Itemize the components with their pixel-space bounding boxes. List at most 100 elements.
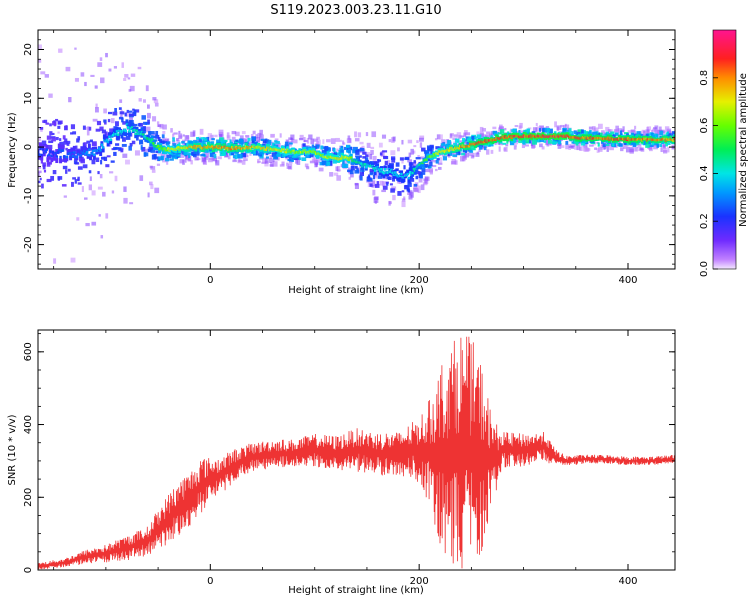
spectrogram-cell [59, 141, 64, 146]
spectrogram-ridge-cell [349, 153, 353, 159]
spectrogram-noise-cell [313, 138, 318, 142]
spectrogram-cell [374, 184, 380, 188]
spectrogram-cell [377, 175, 383, 179]
spectrogram-cell [419, 171, 423, 177]
spectrogram-noise-cell [79, 0, 84, 3]
spectrogram-noise-cell [243, 154, 249, 158]
spectrogram-ridge-core [123, 128, 126, 132]
spectrogram-cell [150, 148, 156, 153]
spectrogram-cell [355, 150, 360, 155]
spectrogram-noise-cell [456, 132, 462, 138]
spectrogram-cell [101, 129, 106, 134]
spectrogram-ridge-core [411, 171, 414, 175]
spectrogram-noise-cell [337, 166, 341, 172]
spectrogram-ridge-core [229, 147, 233, 151]
spectrogram-cell [372, 174, 376, 180]
spectrogram-cell [321, 150, 327, 154]
spectrogram-noise-cell [245, 152, 248, 155]
spectrogram-noise-cell [514, 125, 519, 128]
spectrogram-cell [612, 134, 616, 138]
spectrogram-cell [76, 138, 80, 143]
spectrogram-cell [575, 140, 579, 146]
spectrogram-noise-cell [153, 99, 159, 104]
spectrogram-noise-cell [84, 197, 88, 200]
spectrogram-ridge-core [148, 138, 151, 141]
spectrogram-noise-cell [108, 68, 112, 72]
spectrogram-cell [209, 152, 214, 158]
spectrogram-cell [171, 155, 176, 158]
spectrogram-noise-cell [214, 134, 218, 138]
spectrogram-noise-cell [431, 165, 437, 168]
spectrogram-cell [666, 131, 670, 136]
spectrogram-cell [565, 141, 569, 145]
spectrogram-cell [571, 131, 574, 135]
spectrogram-noise-cell [570, 144, 575, 147]
spectrogram-ridge-core [279, 149, 283, 153]
spectrogram-cell [541, 128, 545, 133]
spectrogram-ridge-cell [149, 141, 153, 147]
spectrogram-ridge-core [134, 132, 137, 136]
spectrogram-cell [636, 131, 641, 136]
spectrogram-noise-cell [162, 130, 166, 135]
spectrogram-cell [350, 162, 355, 165]
spectrogram-cell [462, 137, 465, 142]
spectrogram-noise-cell [235, 142, 241, 145]
spectrogram-xlabel: Height of straight line (km) [288, 285, 424, 296]
spectrogram-ridge-cell [67, 148, 71, 154]
spectrogram-cell [347, 169, 352, 172]
spectrogram-ridge-core [467, 144, 471, 148]
spectrogram-ridge-core [193, 144, 196, 148]
spectrogram-noise-cell [114, 175, 118, 182]
spectrogram-ridge-core [79, 154, 82, 157]
spectrogram-cell [232, 154, 236, 159]
spectrogram-noise-cell [59, 5, 63, 8]
spectrogram-cell [538, 128, 542, 132]
spectrogram-cell [91, 141, 97, 146]
snr-ylabel: SNR (10 * v/v) [7, 414, 18, 485]
spectrogram-cell [265, 152, 269, 156]
spectrogram-noise-cell [622, 126, 625, 132]
spectrogram-cell [42, 162, 46, 167]
spectrogram-noise-cell [357, 132, 362, 138]
spectrogram-noise-cell [105, 52, 108, 58]
spectrogram-noise-cell [123, 186, 127, 192]
spectrogram-noise-cell [310, 138, 315, 145]
spectrogram-cell [642, 140, 647, 146]
spectrogram-noise-cell [455, 143, 460, 146]
spectrogram-noise-cell [255, 137, 261, 143]
spectrogram-cell [262, 143, 266, 148]
spectrogram-cell [632, 144, 637, 147]
spectrogram-noise-cell [97, 62, 103, 67]
spectrogram-noise-cell [549, 142, 552, 146]
spectrogram-cell [324, 145, 329, 151]
spectrogram-cell [148, 146, 154, 150]
spectrogram-cell [99, 126, 104, 131]
spectrogram-noise-cell [460, 156, 465, 162]
spectrogram-cell [220, 140, 223, 145]
spectrogram-cell [340, 149, 345, 154]
spectrogram-cell [77, 176, 80, 181]
snr-line [38, 336, 675, 570]
spectrogram-noise-cell [234, 131, 240, 137]
spectrogram-cell [340, 145, 344, 150]
spectrogram-noise-cell [435, 168, 438, 172]
spectrogram-noise-cell [574, 144, 578, 150]
spectrogram-cell [390, 156, 396, 160]
spectrogram-ridge-core [346, 156, 349, 160]
spectrogram-noise-cell [129, 116, 133, 122]
spectrogram-cell [667, 142, 671, 145]
spectrogram-noise-cell [624, 143, 628, 149]
spectrogram-ridge-core [360, 162, 363, 165]
spectrogram-noise-cell [182, 159, 187, 163]
spectrogram-noise-cell [330, 138, 336, 144]
spectrogram-noise-cell [646, 126, 652, 131]
spectrogram-cell [118, 116, 124, 120]
spectrogram-cell [151, 139, 155, 143]
spectrogram-noise-cell [407, 191, 411, 196]
spectrogram-cell [513, 138, 517, 143]
spectrogram-noise-cell [560, 145, 565, 148]
spectrogram-noise-cell [85, 222, 90, 227]
spectrogram-noise-cell [638, 148, 641, 152]
spectrogram-noise-cell [634, 125, 637, 130]
spectrogram-cell [376, 181, 380, 185]
